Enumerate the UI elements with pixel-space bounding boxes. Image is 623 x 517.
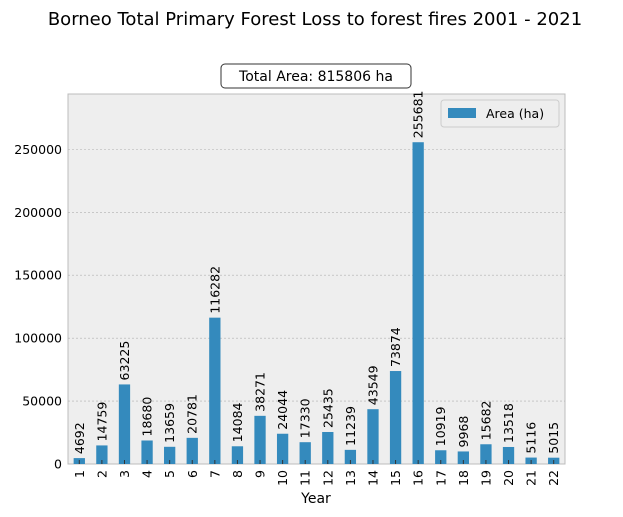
x-tick-label: 17: [433, 470, 448, 486]
bar: [435, 450, 447, 464]
bar: [389, 371, 402, 464]
bar: [231, 446, 244, 464]
bar-value-label: 15682: [478, 400, 493, 440]
legend-swatch: [448, 108, 476, 118]
bar-value-label: 63225: [117, 341, 132, 381]
y-tick-label: 0: [54, 457, 62, 472]
bars: [73, 142, 560, 464]
bar-value-label: 10919: [433, 406, 448, 446]
x-tick-label: 16: [411, 470, 426, 486]
x-tick-label: 14: [365, 470, 380, 486]
x-tick-label: 18: [456, 470, 471, 486]
bar: [209, 317, 221, 464]
x-axis-ticks: 1 2 3 4 5 6 7 8 9 10 11 12 13 14 15 16 17 18 19 20 21 22: [72, 460, 561, 486]
legend-frame: [440, 99, 560, 128]
x-tick-label: 12: [320, 470, 335, 486]
bar: [254, 415, 266, 464]
bar-value-label: 17330: [298, 398, 313, 438]
x-tick-label: 1: [72, 470, 87, 478]
bar-value-label: 9968: [456, 416, 471, 448]
bar-value-label: 25435: [320, 388, 335, 428]
y-tick-label: 150000: [14, 268, 62, 283]
x-tick-label: 3: [117, 470, 132, 478]
bar-value-label: 11239: [343, 406, 358, 446]
total-area-box-frame: [220, 63, 412, 89]
bar: [118, 384, 131, 464]
y-tick-label: 200000: [14, 205, 62, 220]
bar-value-label: 43549: [365, 365, 380, 405]
bar-value-label: 24044: [275, 390, 290, 430]
bar-value-label: 20781: [185, 394, 200, 434]
total-area-box: Total Area: 815806 ha: [220, 63, 412, 89]
bar: [96, 445, 108, 464]
data-labels: 4692 14759 63225 18680 13659 20781 116282 14084…: [72, 91, 561, 455]
bar: [344, 449, 357, 464]
bar: [457, 451, 469, 464]
bar-value-label: 116282: [207, 266, 222, 314]
bar-value-label: 5116: [524, 422, 539, 454]
x-tick-label: 13: [343, 470, 358, 486]
bar: [480, 444, 492, 464]
legend-label: Area (ha): [486, 106, 544, 121]
x-tick-label: 6: [185, 470, 200, 478]
x-tick-label: 8: [230, 470, 245, 478]
chart-title: Borneo Total Primary Forest Loss to fore…: [48, 9, 582, 30]
bar-value-label: 4692: [72, 422, 87, 454]
bar-value-label: 73874: [388, 327, 403, 367]
y-tick-label: 250000: [14, 142, 62, 157]
x-tick-label: 4: [140, 470, 155, 478]
bar: [299, 442, 311, 464]
x-tick-label: 9: [253, 470, 268, 478]
x-tick-label: 22: [546, 470, 561, 486]
bar: [322, 431, 334, 464]
bar: [164, 446, 176, 464]
bar-value-label: 255681: [411, 91, 426, 139]
x-tick-label: 19: [478, 470, 493, 486]
x-tick-label: 7: [207, 470, 222, 478]
bar: [141, 440, 153, 464]
bar: [412, 142, 424, 464]
bar-value-label: 13659: [162, 403, 177, 443]
y-tick-label: 50000: [22, 394, 62, 409]
bar: [186, 437, 198, 464]
x-tick-label: 10: [275, 470, 290, 486]
x-tick-label: 2: [94, 470, 109, 478]
bar-value-label: 14084: [230, 402, 245, 442]
bar-value-label: 14759: [94, 402, 109, 442]
bar: [276, 433, 289, 464]
bar-value-label: 18680: [140, 397, 155, 437]
legend: Area (ha): [440, 99, 560, 128]
y-tick-label: 100000: [14, 331, 62, 346]
grid-lines: [68, 149, 565, 402]
x-axis-label: Year: [300, 491, 331, 507]
bar-value-label: 13518: [501, 403, 516, 443]
x-tick-label: 5: [162, 470, 177, 478]
total-area-text: Total Area: 815806 ha: [238, 69, 393, 85]
bar: [502, 446, 515, 464]
x-tick-label: 21: [524, 470, 539, 486]
bar-value-label: 5015: [546, 422, 561, 454]
y-axis-ticks: 0 50000 100000 150000 200000 250000: [14, 142, 62, 472]
x-tick-label: 20: [501, 470, 516, 486]
bar: [367, 409, 379, 464]
x-tick-label: 15: [388, 470, 403, 486]
x-tick-label: 11: [298, 470, 313, 486]
bar-value-label: 38271: [253, 372, 268, 412]
plot-area: [67, 93, 566, 465]
